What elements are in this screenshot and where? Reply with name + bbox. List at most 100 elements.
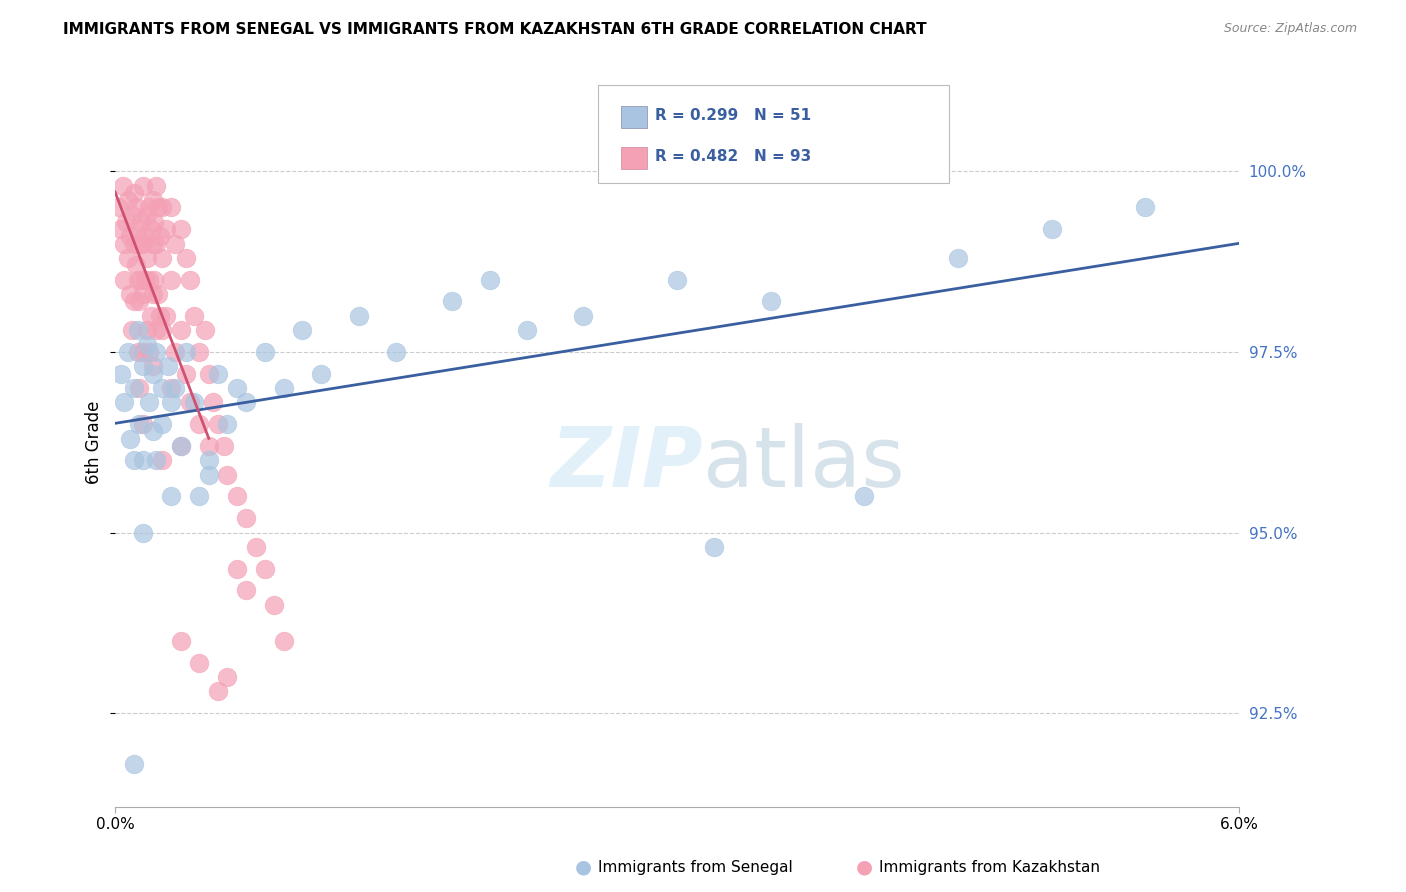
- Point: [245, 540, 267, 554]
- Point: [127, 273, 149, 287]
- Point: [122, 236, 145, 251]
- Point: [174, 367, 197, 381]
- Point: [120, 229, 142, 244]
- Point: [145, 345, 167, 359]
- Point: [160, 381, 183, 395]
- Point: [138, 395, 160, 409]
- Point: [136, 323, 159, 337]
- Point: [142, 425, 165, 439]
- Point: [150, 251, 173, 265]
- Point: [217, 670, 239, 684]
- Point: [134, 273, 156, 287]
- Point: [253, 561, 276, 575]
- Point: [149, 229, 172, 244]
- Point: [169, 633, 191, 648]
- Point: [120, 432, 142, 446]
- Point: [120, 287, 142, 301]
- Point: [217, 467, 239, 482]
- Point: [145, 236, 167, 251]
- Point: [188, 489, 211, 503]
- Y-axis label: 6th Grade: 6th Grade: [86, 401, 103, 483]
- Point: [225, 489, 247, 503]
- Point: [273, 633, 295, 648]
- Point: [188, 345, 211, 359]
- Point: [132, 417, 155, 432]
- Point: [131, 273, 153, 287]
- Point: [150, 453, 173, 467]
- Point: [207, 367, 229, 381]
- Point: [149, 309, 172, 323]
- Point: [179, 395, 201, 409]
- Point: [150, 201, 173, 215]
- Text: Immigrants from Senegal: Immigrants from Senegal: [598, 860, 793, 874]
- Text: ZIP: ZIP: [550, 424, 703, 504]
- Point: [127, 323, 149, 337]
- Point: [207, 684, 229, 698]
- Point: [946, 251, 969, 265]
- Point: [155, 309, 177, 323]
- Point: [183, 309, 205, 323]
- Point: [134, 229, 156, 244]
- Point: [516, 323, 538, 337]
- Point: [385, 345, 408, 359]
- Text: atlas: atlas: [703, 424, 904, 504]
- Point: [127, 222, 149, 236]
- Point: [253, 345, 276, 359]
- Point: [194, 323, 217, 337]
- Text: R = 0.482   N = 93: R = 0.482 N = 93: [655, 150, 811, 164]
- Point: [132, 359, 155, 374]
- Point: [128, 417, 150, 432]
- Point: [145, 323, 167, 337]
- Text: Immigrants from Kazakhstan: Immigrants from Kazakhstan: [879, 860, 1099, 874]
- Point: [122, 756, 145, 771]
- Text: IMMIGRANTS FROM SENEGAL VS IMMIGRANTS FROM KAZAKHSTAN 6TH GRADE CORRELATION CHAR: IMMIGRANTS FROM SENEGAL VS IMMIGRANTS FR…: [63, 22, 927, 37]
- Point: [169, 222, 191, 236]
- Point: [138, 273, 160, 287]
- Text: Source: ZipAtlas.com: Source: ZipAtlas.com: [1223, 22, 1357, 36]
- Point: [142, 193, 165, 207]
- Point: [1135, 201, 1157, 215]
- Point: [127, 345, 149, 359]
- Point: [139, 309, 162, 323]
- Point: [110, 222, 132, 236]
- Point: [156, 359, 179, 374]
- Point: [207, 417, 229, 432]
- Point: [136, 337, 159, 351]
- Point: [197, 367, 219, 381]
- Point: [114, 395, 136, 409]
- Point: [212, 439, 235, 453]
- Point: [122, 186, 145, 200]
- Point: [117, 251, 139, 265]
- Point: [169, 323, 191, 337]
- Point: [197, 467, 219, 482]
- Point: [138, 201, 160, 215]
- Point: [163, 345, 186, 359]
- Point: [122, 453, 145, 467]
- Point: [853, 489, 876, 503]
- Point: [145, 178, 167, 193]
- Point: [128, 294, 150, 309]
- Point: [150, 381, 173, 395]
- Point: [142, 367, 165, 381]
- Point: [188, 656, 211, 670]
- Point: [759, 294, 782, 309]
- Point: [110, 367, 132, 381]
- Point: [225, 381, 247, 395]
- Point: [235, 583, 257, 598]
- Point: [132, 287, 155, 301]
- Point: [179, 273, 201, 287]
- Point: [148, 201, 170, 215]
- Point: [132, 525, 155, 540]
- Point: [441, 294, 464, 309]
- Point: [121, 323, 143, 337]
- Point: [155, 222, 177, 236]
- Point: [160, 395, 183, 409]
- Point: [136, 208, 159, 222]
- Point: [139, 222, 162, 236]
- Point: [1040, 222, 1063, 236]
- Point: [128, 381, 150, 395]
- Point: [115, 215, 138, 229]
- Point: [108, 201, 131, 215]
- Point: [174, 251, 197, 265]
- Point: [122, 381, 145, 395]
